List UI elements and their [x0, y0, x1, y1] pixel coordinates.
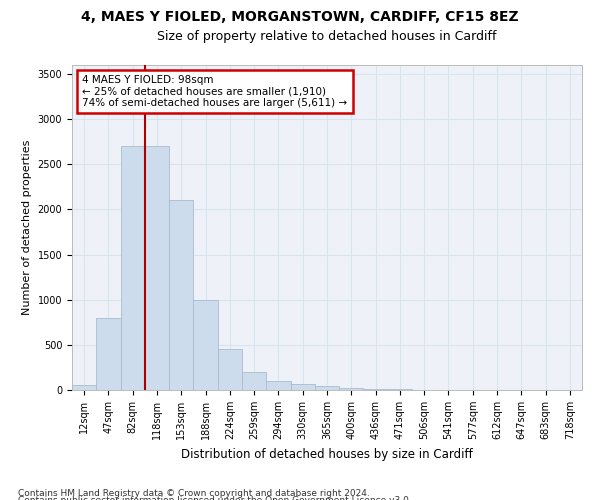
Text: Contains HM Land Registry data © Crown copyright and database right 2024.: Contains HM Land Registry data © Crown c…	[18, 488, 370, 498]
Bar	[266, 381, 290, 390]
Bar	[72, 386, 96, 390]
Y-axis label: Number of detached properties: Number of detached properties	[22, 140, 32, 315]
Bar	[364, 389, 388, 390]
Bar	[121, 146, 145, 390]
Bar	[242, 372, 266, 390]
Text: 4, MAES Y FIOLED, MORGANSTOWN, CARDIFF, CF15 8EZ: 4, MAES Y FIOLED, MORGANSTOWN, CARDIFF, …	[81, 10, 519, 24]
Bar	[315, 386, 339, 390]
Bar	[96, 318, 121, 390]
Bar	[193, 300, 218, 390]
Bar	[218, 350, 242, 390]
Title: Size of property relative to detached houses in Cardiff: Size of property relative to detached ho…	[157, 30, 497, 43]
Bar	[339, 388, 364, 390]
Text: 4 MAES Y FIOLED: 98sqm
← 25% of detached houses are smaller (1,910)
74% of semi-: 4 MAES Y FIOLED: 98sqm ← 25% of detached…	[82, 74, 347, 108]
Text: Contains public sector information licensed under the Open Government Licence v3: Contains public sector information licen…	[18, 496, 412, 500]
Bar	[169, 200, 193, 390]
Bar	[145, 146, 169, 390]
Bar	[290, 384, 315, 390]
X-axis label: Distribution of detached houses by size in Cardiff: Distribution of detached houses by size …	[181, 448, 473, 460]
